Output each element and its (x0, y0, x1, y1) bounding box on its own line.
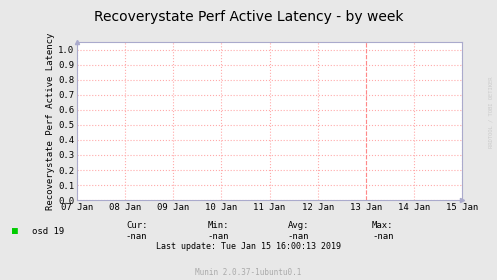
Text: Munin 2.0.37-1ubuntu0.1: Munin 2.0.37-1ubuntu0.1 (195, 268, 302, 277)
Text: Recoverystate Perf Active Latency - by week: Recoverystate Perf Active Latency - by w… (94, 10, 403, 24)
Text: -nan: -nan (208, 232, 230, 241)
Text: Avg:: Avg: (287, 221, 309, 230)
Text: -nan: -nan (287, 232, 309, 241)
Y-axis label: Recoverystate Perf Active Latency: Recoverystate Perf Active Latency (46, 32, 55, 210)
Text: Last update: Tue Jan 15 16:00:13 2019: Last update: Tue Jan 15 16:00:13 2019 (156, 242, 341, 251)
Text: Max:: Max: (372, 221, 394, 230)
Text: -nan: -nan (126, 232, 148, 241)
Text: -nan: -nan (372, 232, 394, 241)
Text: RRDTOOL / TOBI OETIKER: RRDTOOL / TOBI OETIKER (488, 76, 493, 148)
Text: Cur:: Cur: (126, 221, 148, 230)
Text: ■: ■ (12, 226, 18, 236)
Text: Min:: Min: (208, 221, 230, 230)
Text: osd 19: osd 19 (32, 227, 65, 235)
